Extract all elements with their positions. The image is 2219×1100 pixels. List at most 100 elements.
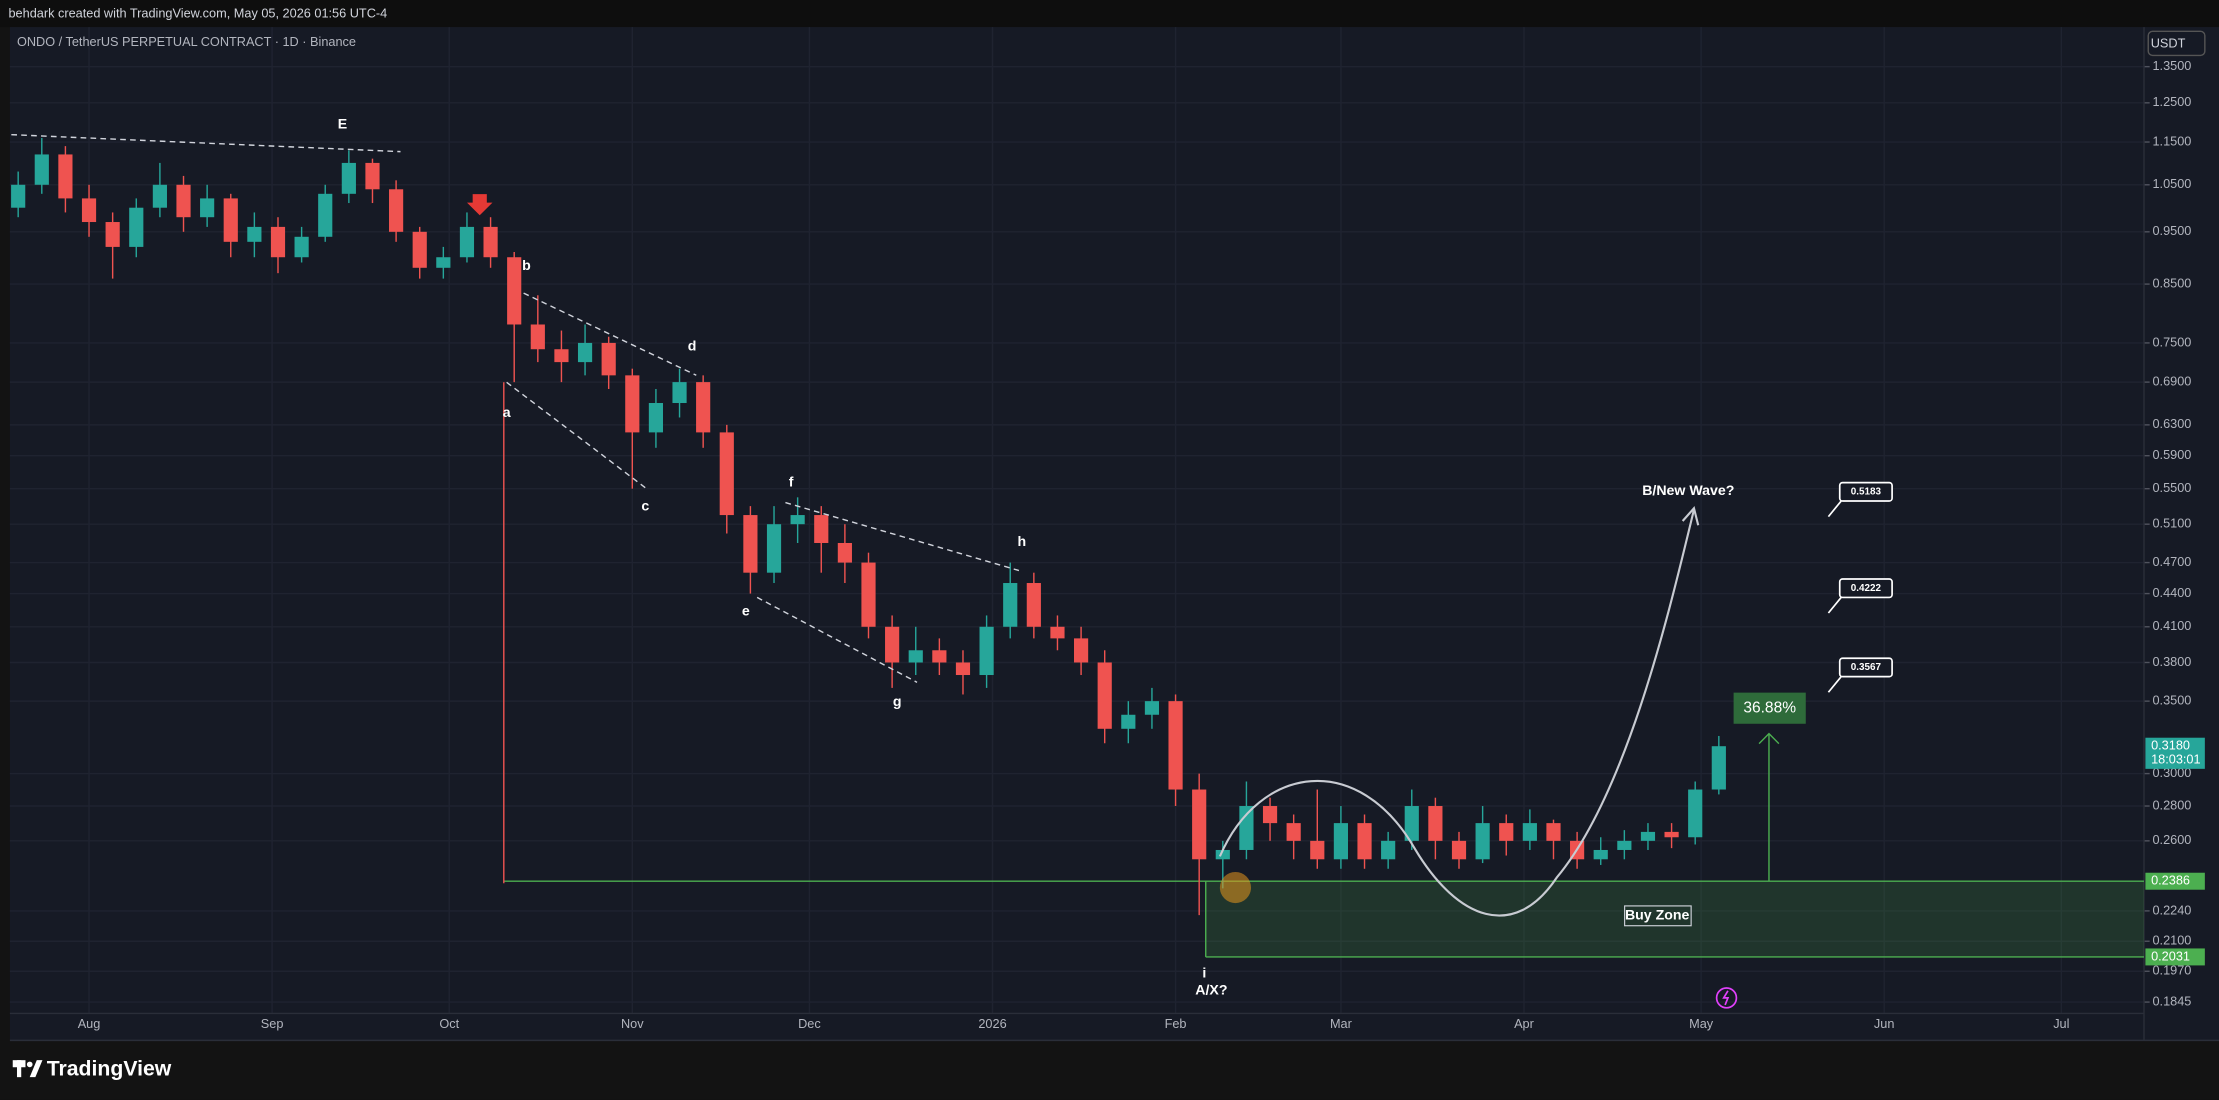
candle-body — [837, 542, 852, 563]
y-tick-label: 0.4400 — [2152, 585, 2191, 600]
y-tick-label: 1.0500 — [2152, 176, 2191, 191]
candle-body — [341, 162, 356, 194]
zone-layer — [503, 880, 2144, 958]
x-tick-label: Aug — [78, 1016, 101, 1031]
candle-body — [1404, 806, 1419, 841]
candle-body — [601, 342, 616, 376]
candle-body — [1451, 840, 1467, 860]
price-label: 0.2386 — [2151, 873, 2190, 888]
trend-line — [785, 501, 1020, 572]
candle-body — [908, 650, 923, 663]
candle-body — [1262, 806, 1278, 824]
entry-circle — [1219, 871, 1252, 904]
y-tick-label: 0.8500 — [2152, 275, 2191, 290]
candle-body — [389, 189, 404, 232]
candle-body — [105, 222, 120, 247]
candles — [11, 137, 1726, 916]
y-tick-label: 0.1970 — [2152, 963, 2191, 978]
logo — [12, 1060, 43, 1078]
brand: TradingView — [47, 1058, 172, 1081]
down-arrow-icon — [467, 194, 493, 216]
x-tick-label: Oct — [439, 1016, 459, 1031]
candle-body — [648, 403, 664, 433]
x-tick-label: Feb — [1165, 1016, 1187, 1031]
buy-zone-label: Buy Zone — [1625, 907, 1690, 923]
candle-body — [861, 562, 876, 627]
candle-body — [294, 236, 309, 258]
gain-arrowhead — [1758, 732, 1780, 745]
candle-body — [1026, 583, 1041, 627]
wave-label: e — [742, 602, 750, 618]
wave-label: c — [641, 498, 649, 514]
y-tick-label: 0.2600 — [2152, 832, 2191, 847]
x-tick-label: May — [1689, 1016, 1714, 1031]
candle-body — [1711, 746, 1726, 790]
y-tick-label: 0.3500 — [2152, 692, 2191, 707]
y-tick-label: 1.3500 — [2152, 58, 2191, 73]
candle-body — [1357, 823, 1372, 860]
candle-body — [1640, 831, 1656, 841]
candle-body — [1617, 840, 1632, 850]
candle-body — [1593, 849, 1608, 860]
candle-body — [459, 226, 475, 258]
candle-body — [412, 231, 427, 268]
candle-body — [436, 257, 451, 268]
wave-label: d — [688, 338, 697, 354]
grid: Aug Sep Oct Nov Dec 2026 Feb Mar Apr May Jun Jul 1.3… — [9, 27, 2191, 1031]
price-label: 0.2031 — [2151, 948, 2190, 963]
currency-box[interactable] — [2147, 30, 2206, 57]
candle-body — [270, 226, 286, 258]
buy-zone-box — [1624, 905, 1692, 927]
candle-body — [1121, 714, 1136, 729]
target-pointer — [1827, 596, 1842, 614]
candle-body — [790, 515, 805, 525]
trend-line — [523, 292, 697, 376]
y-tick-label: 1.1500 — [2152, 133, 2191, 148]
candle-body — [719, 432, 734, 516]
candle-body — [483, 226, 498, 258]
credit: behdark created with TradingView.com, Ma… — [8, 6, 387, 21]
event-icon[interactable] — [1715, 987, 1738, 1009]
candle-body — [1428, 806, 1443, 841]
y-tick-label: 0.5900 — [2152, 447, 2191, 462]
x-tick-label: Nov — [621, 1016, 644, 1031]
candle-body — [696, 382, 711, 433]
gain-box — [1733, 692, 1806, 724]
price-label-box — [2145, 948, 2205, 966]
candle-body — [885, 626, 900, 663]
y-tick-label: 1.2500 — [2152, 94, 2191, 109]
candle-body — [1097, 662, 1112, 729]
candle-body — [979, 626, 994, 676]
trend-line — [11, 133, 401, 153]
candle-body — [1522, 823, 1537, 841]
target-label: 0.5183 — [1851, 486, 1882, 497]
candle-body — [1073, 638, 1089, 663]
x-tick-label: Dec — [798, 1016, 821, 1031]
price-label: 0.3180 — [2151, 738, 2190, 753]
y-tick-label: 0.7500 — [2152, 334, 2191, 349]
x-tick-label: 2026 — [978, 1016, 1006, 1031]
event-icon-bolt — [1722, 990, 1730, 1006]
candle-body — [507, 257, 522, 325]
y-tick-label: 0.5100 — [2152, 516, 2191, 531]
candle-body — [1310, 840, 1325, 860]
wave-label: b — [522, 257, 531, 273]
candle-body — [577, 342, 593, 363]
currency[interactable]: USDT — [2151, 35, 2186, 50]
candle-body — [247, 226, 262, 242]
target-pointer — [1827, 676, 1842, 693]
candle-body — [1499, 823, 1514, 841]
wave-label: A/X? — [1195, 982, 1227, 998]
y-tick-label: 0.2100 — [2152, 933, 2191, 948]
wave-label: g — [893, 693, 902, 709]
x-tick-label: Apr — [1514, 1016, 1535, 1031]
candle-body — [1192, 789, 1207, 860]
x-tick-label: Jun — [1874, 1016, 1895, 1031]
trend-line — [756, 596, 918, 683]
target-pointer — [1827, 500, 1842, 518]
candle-body — [1546, 823, 1561, 841]
candle-body — [1475, 823, 1490, 860]
candle-body — [814, 515, 829, 543]
